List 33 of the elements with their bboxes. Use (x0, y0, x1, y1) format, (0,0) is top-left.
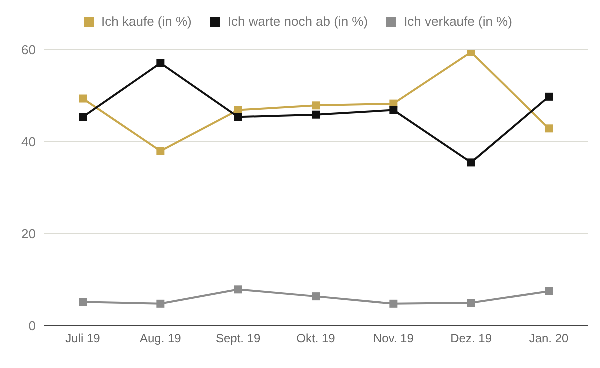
point (79, 113, 87, 122)
point (467, 158, 476, 167)
point (312, 102, 320, 110)
x-tick-label: Aug. 19 (140, 332, 182, 346)
y-tick-label: 20 (22, 226, 36, 242)
legend-label: Ich verkaufe (in %) (404, 14, 512, 29)
x-tick-label: Dez. 19 (450, 332, 492, 346)
point (234, 286, 242, 294)
point (79, 94, 87, 103)
x-tick-label: Nov. 19 (373, 332, 414, 346)
point (312, 292, 320, 301)
point (312, 110, 320, 119)
point (156, 300, 165, 308)
x-tick-label: Juli 19 (66, 332, 101, 346)
point (79, 298, 87, 306)
y-tick-label: 0 (28, 318, 36, 334)
point (234, 113, 242, 122)
point (390, 300, 398, 308)
y-tick-label: 60 (22, 42, 36, 58)
point (156, 59, 165, 68)
point (390, 106, 398, 114)
point (545, 124, 553, 133)
point (467, 50, 476, 56)
x-tick-label: Sept. 19 (216, 332, 262, 346)
x-tick-label: Jan. 20 (529, 332, 569, 346)
x-tick-label: Okt. 19 (296, 332, 336, 346)
point (545, 288, 553, 296)
legend-label: Ich kaufe (in %) (102, 14, 192, 29)
legend-label: Ich warte noch ab (in %) (228, 14, 368, 29)
point (467, 299, 476, 307)
point (545, 92, 553, 101)
y-tick-label: 40 (22, 134, 36, 150)
point (156, 147, 165, 156)
